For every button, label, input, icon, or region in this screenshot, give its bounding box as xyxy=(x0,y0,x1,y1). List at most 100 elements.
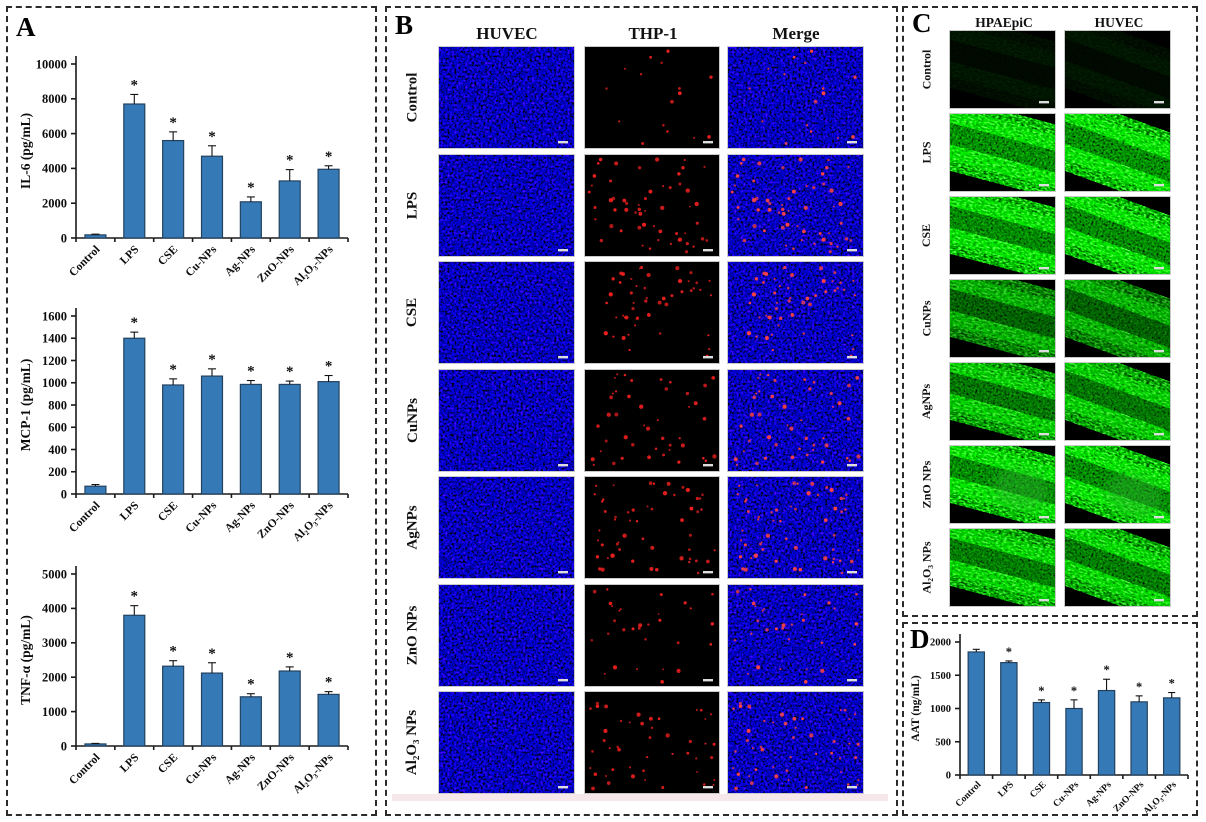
micro-image-huvec xyxy=(438,368,575,472)
micro-image-gfp-hpaepic xyxy=(949,362,1056,441)
panel-b-letter: B xyxy=(395,10,414,40)
x-category-label: Ag-NPs xyxy=(223,243,259,279)
svg-text:3000: 3000 xyxy=(42,636,67,650)
panel-c-col-header-huvec: HUVEC xyxy=(1094,15,1144,30)
micro-image-gfp-hpaepic xyxy=(949,445,1056,524)
micro-image-thp1 xyxy=(584,476,720,579)
micro-image-huvec xyxy=(438,583,575,687)
x-category-label: LPS xyxy=(118,244,141,267)
micro-image-merge xyxy=(727,583,864,687)
svg-text:1000: 1000 xyxy=(42,705,67,719)
bar-chart-canvas: 0 500 1000 1500 2000 Control * LPS * CSE * Cu-NPs * A… xyxy=(910,634,1189,817)
micro-image-gfp-huvec xyxy=(1064,528,1171,607)
bar xyxy=(1065,707,1083,776)
panel-c-row-label: AgNPs xyxy=(906,363,948,440)
svg-text:1000: 1000 xyxy=(42,376,67,390)
scale-bar xyxy=(703,786,713,789)
scale-bar xyxy=(558,463,568,466)
bar xyxy=(317,168,340,239)
scale-bar xyxy=(847,356,857,359)
micro-image-thp1 xyxy=(584,153,720,257)
bar xyxy=(84,485,107,495)
panel-a: A 0 2000 4000 6000 8000 10000 Control * LPS * CSE *… xyxy=(6,6,377,816)
y-axis-title: AAT (ng/mL) xyxy=(910,675,922,742)
x-category-label: Al₂O₃-NPs xyxy=(291,243,336,288)
significance-star: * xyxy=(325,675,333,691)
panel-a-letter: A xyxy=(16,12,36,42)
panel-b-row-label-text: Control xyxy=(404,72,421,123)
scale-bar xyxy=(703,678,713,681)
panel-c-row-label-text: Al₂O₃ NPs xyxy=(919,541,934,594)
y-axis-title: TNF-α (pg/mL) xyxy=(18,615,33,705)
bar xyxy=(84,743,107,747)
panel-b-row-label-text: LPS xyxy=(404,191,421,219)
micro-image-thp1 xyxy=(584,368,720,472)
scale-bar xyxy=(847,463,857,466)
significance-star: * xyxy=(131,589,139,605)
scale-bar xyxy=(558,571,568,574)
bar xyxy=(278,670,301,747)
scale-bar xyxy=(703,141,713,144)
x-category-label: CSE xyxy=(156,243,181,268)
significance-star: * xyxy=(131,77,139,93)
micro-image-merge xyxy=(727,368,864,472)
svg-text:1000: 1000 xyxy=(930,704,951,715)
micro-image-gfp-huvec xyxy=(1064,30,1171,109)
panel-b-row-label: CuNPs xyxy=(391,370,435,471)
svg-text:400: 400 xyxy=(48,443,67,457)
panel-b-row-label-text: AgNPs xyxy=(404,505,421,550)
panel-b-row-label: LPS xyxy=(391,155,435,256)
micro-image-huvec xyxy=(438,46,575,149)
micro-image-gfp-hpaepic xyxy=(949,196,1056,275)
micro-image-huvec xyxy=(438,261,575,364)
significance-star: * xyxy=(1103,663,1109,677)
svg-text:0: 0 xyxy=(946,771,951,782)
bar xyxy=(162,384,185,495)
svg-text:2000: 2000 xyxy=(42,670,67,684)
bar xyxy=(162,139,185,239)
scale-bar xyxy=(847,141,857,144)
x-category-label: Al₂O₃-NPs xyxy=(1142,780,1179,817)
x-category-label: Cu-NPs xyxy=(1052,780,1082,810)
svg-text:500: 500 xyxy=(935,737,951,748)
svg-text:0: 0 xyxy=(61,231,67,245)
significance-star: * xyxy=(1006,645,1012,659)
scale-bar xyxy=(847,786,857,789)
bar xyxy=(123,103,146,239)
svg-text:1400: 1400 xyxy=(42,332,67,346)
bar xyxy=(278,383,301,495)
panel-c-row-label: Control xyxy=(906,31,948,108)
micro-image-thp1 xyxy=(584,691,720,794)
svg-text:8000: 8000 xyxy=(42,92,67,106)
bar xyxy=(123,337,146,495)
x-category-label: CSE xyxy=(1028,780,1048,800)
scale-bar xyxy=(558,786,568,789)
significance-star: * xyxy=(286,650,294,666)
micro-image-gfp-hpaepic xyxy=(949,113,1056,192)
panel-b-row-label: ZnO NPs xyxy=(391,585,435,686)
bar xyxy=(317,693,340,747)
scale-bar xyxy=(1154,516,1164,519)
scale-bar xyxy=(558,678,568,681)
bar xyxy=(967,651,986,776)
panel-b-footer-strip xyxy=(392,794,888,801)
chart-aat: 0 500 1000 1500 2000 Control * LPS * CSE * Cu-NPs * A… xyxy=(906,630,1198,818)
svg-text:1200: 1200 xyxy=(42,354,67,368)
scale-bar xyxy=(1039,433,1049,436)
micro-image-gfp-hpaepic xyxy=(949,30,1056,109)
panel-c-row-label-text: CuNPs xyxy=(919,300,934,337)
significance-star: * xyxy=(208,646,216,662)
bar xyxy=(123,614,146,747)
panel-c-row-label: CSE xyxy=(906,197,948,274)
x-category-label: Control xyxy=(67,244,102,279)
significance-star: * xyxy=(208,352,216,368)
svg-text:10000: 10000 xyxy=(36,57,67,71)
micro-image-gfp-huvec xyxy=(1064,113,1171,192)
bar xyxy=(278,180,301,239)
micro-image-thp1 xyxy=(584,583,720,687)
panel-b-col-header-merge: Merge xyxy=(772,24,820,43)
x-category-label: LPS xyxy=(118,500,141,523)
svg-text:0: 0 xyxy=(61,739,67,753)
panel-b-image-grid: Control LPS CSE CuNPs AgNPs ZnO NPs Al₂O₃ NPs xyxy=(387,8,896,814)
bar xyxy=(162,665,185,747)
